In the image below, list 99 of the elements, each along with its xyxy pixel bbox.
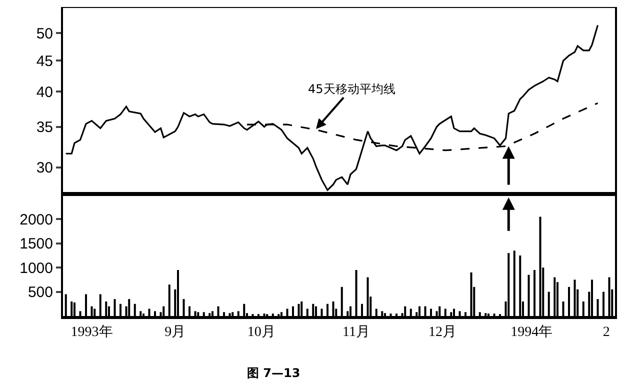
- bar: [211, 311, 214, 316]
- y-tick-label: 500: [28, 284, 53, 302]
- y-tick-label: 1500: [20, 236, 53, 253]
- x-tick-label: 9月: [164, 324, 186, 340]
- bar: [114, 299, 116, 316]
- bar: [312, 304, 314, 316]
- bar: [464, 312, 467, 316]
- bar: [140, 311, 142, 316]
- bar: [355, 270, 358, 316]
- bar: [384, 313, 386, 316]
- bar: [508, 253, 510, 316]
- x-tick-label: 1994年: [510, 324, 553, 340]
- bar: [306, 308, 308, 316]
- bar: [188, 306, 191, 316]
- bar: [222, 312, 226, 316]
- caption: 图 7—13: [247, 366, 300, 380]
- bar: [194, 311, 196, 316]
- bar: [430, 308, 432, 316]
- bar: [105, 301, 108, 316]
- bar: [381, 311, 384, 316]
- bar: [79, 311, 82, 316]
- bar: [99, 294, 102, 316]
- bar: [73, 302, 76, 316]
- y-tick-label: 35: [36, 119, 53, 136]
- x-tick-label: 11月: [342, 324, 370, 340]
- bar: [340, 286, 343, 316]
- bar: [154, 311, 156, 316]
- bar: [134, 304, 136, 316]
- x-tick-label: 12月: [428, 324, 456, 340]
- bar: [128, 299, 130, 316]
- bar: [360, 304, 364, 316]
- bar: [208, 313, 211, 316]
- bar: [202, 312, 205, 316]
- bar: [162, 306, 165, 316]
- bar: [418, 306, 421, 316]
- bar: [197, 312, 200, 316]
- bar: [366, 277, 369, 316]
- bar: [533, 270, 536, 316]
- bar: [590, 280, 594, 316]
- bar: [94, 308, 96, 316]
- bar: [332, 301, 334, 316]
- bar: [64, 294, 67, 316]
- y-tick-label: 45: [36, 52, 53, 70]
- y-tick-label: 1000: [20, 260, 53, 277]
- bar: [292, 306, 294, 316]
- bar: [554, 277, 556, 316]
- bar: [602, 292, 605, 316]
- bar: [176, 270, 180, 316]
- bar: [574, 280, 576, 316]
- bar: [326, 304, 329, 316]
- bar: [608, 277, 610, 316]
- bar: [548, 292, 550, 316]
- bar: [232, 312, 234, 316]
- bar: [243, 304, 246, 316]
- x-tick-label: 10月: [247, 324, 276, 340]
- bar: [444, 308, 446, 316]
- bar: [349, 306, 352, 316]
- bar: [513, 250, 516, 316]
- bar: [375, 308, 378, 316]
- bar: [410, 308, 412, 316]
- bar: [458, 311, 461, 316]
- bar: [320, 308, 323, 316]
- bar: [182, 299, 185, 316]
- bar: [148, 308, 150, 316]
- y-tick-label: 30: [36, 160, 53, 177]
- bar: [217, 306, 220, 316]
- bar: [168, 284, 170, 316]
- bar: [237, 311, 240, 316]
- bar: [562, 301, 564, 316]
- bar: [314, 306, 318, 316]
- bar: [280, 312, 283, 316]
- bar: [582, 301, 584, 316]
- bar: [452, 308, 456, 316]
- bar: [300, 301, 303, 316]
- x-tick-label: 2: [602, 324, 610, 340]
- bar: [519, 255, 522, 316]
- bar: [484, 313, 487, 316]
- bar: [539, 216, 542, 316]
- bar: [228, 313, 231, 316]
- bar: [90, 306, 93, 316]
- bar: [70, 301, 73, 316]
- bar: [84, 294, 88, 316]
- bar: [470, 272, 472, 316]
- annotation: 45天移动平均线: [308, 82, 396, 96]
- bar: [438, 306, 441, 316]
- bar: [568, 286, 570, 316]
- bar: [298, 304, 300, 316]
- y-tick-label: 40: [36, 84, 53, 101]
- bar: [119, 304, 122, 316]
- y-tick-label: 2000: [20, 211, 53, 228]
- bar: [404, 306, 406, 316]
- bar: [424, 306, 426, 316]
- x-tick-label: 1993年: [70, 324, 113, 340]
- bar: [528, 274, 530, 316]
- bar: [450, 312, 452, 316]
- y-tick-label: 50: [36, 25, 53, 42]
- bar: [596, 299, 599, 316]
- bar: [478, 312, 481, 316]
- bar: [286, 308, 288, 316]
